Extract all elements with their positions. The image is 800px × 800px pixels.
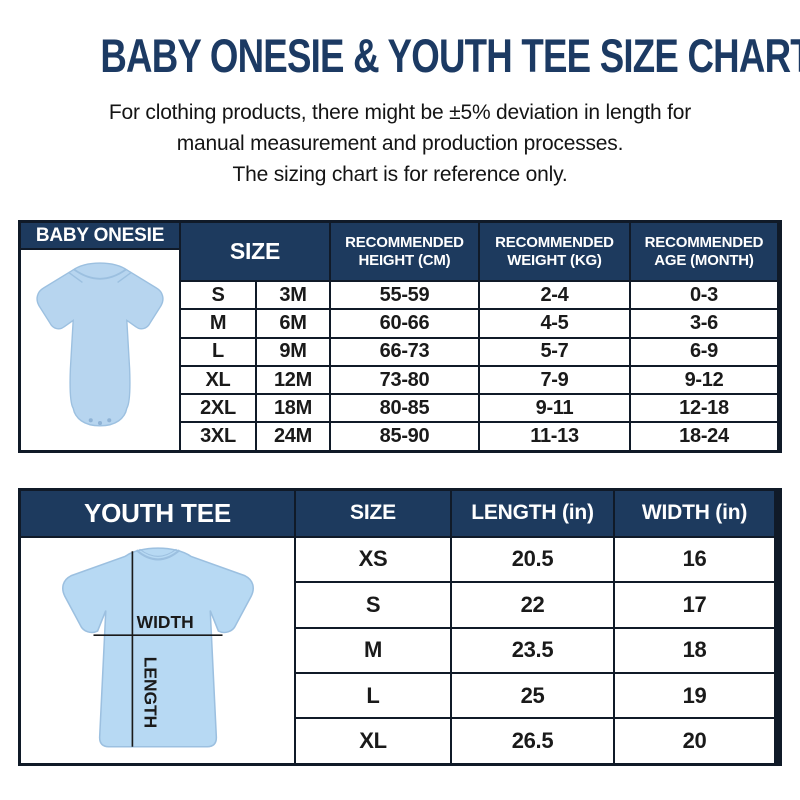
table-cell: 3-6 (631, 310, 777, 337)
table-cell: 18-24 (631, 423, 777, 450)
baby-onesie-illustration (36, 262, 164, 427)
table-cell: 18 (615, 628, 774, 672)
table-cell: 6-9 (631, 338, 777, 365)
table-cell: 2-4 (480, 282, 629, 309)
table-cell: 7-9 (480, 366, 629, 394)
table-cell: 9M (257, 338, 329, 365)
recommended-weight-header: RECOMMENDED WEIGHT (KG) (480, 223, 629, 280)
table-cell: 9-12 (631, 366, 777, 394)
table-cell: 85-90 (331, 423, 478, 450)
table-cell: 12M (257, 366, 329, 394)
table-cell: 4-5 (480, 310, 629, 337)
disclaimer-line: For clothing products, there might be ±5… (108, 101, 692, 124)
onesie-snap (97, 420, 103, 426)
onesie-body-shape (36, 262, 164, 427)
table-cell: L (296, 673, 450, 718)
youth-tee-image: WIDTH LENGTH (21, 537, 294, 763)
table-cell: M (296, 628, 450, 672)
width-measure-label: WIDTH (136, 612, 193, 632)
disclaimer-text: For clothing products, there might be ±5… (0, 97, 800, 190)
baby-table-product-label: BABY ONESIE (21, 223, 179, 248)
disclaimer-line: The sizing chart is for reference only. (232, 163, 568, 186)
table-cell: 3XL (181, 423, 255, 450)
baby-onesie-size-table: BABY ONESIE SIZE RECOMMENDED HEIGHT (CM)… (18, 220, 782, 453)
table-cell: 19 (615, 673, 774, 718)
table-cell: S (181, 282, 255, 309)
onesie-neckline (73, 268, 127, 280)
onesie-right-lap-shoulder (117, 271, 132, 283)
width-column-header: WIDTH (in) (615, 490, 774, 536)
disclaimer-line: manual measurement and production proces… (176, 132, 624, 155)
tee-collar-ribbing (138, 548, 177, 557)
table-cell: 12-18 (631, 395, 777, 422)
table-cell: 66-73 (331, 338, 478, 365)
tee-collar (135, 549, 180, 561)
tee-body-shape (61, 547, 254, 748)
length-column-header: LENGTH (in) (452, 490, 613, 536)
table-cell: M (181, 310, 255, 337)
table-cell: XL (296, 719, 450, 763)
table-cell: 9-11 (480, 395, 629, 422)
table-cell: 26.5 (452, 719, 613, 763)
recommended-age-header: RECOMMENDED AGE (MONTH) (631, 223, 777, 280)
onesie-snap (107, 418, 112, 423)
table-cell: 23.5 (452, 628, 613, 672)
table-cell: 22 (452, 583, 613, 627)
page-title: BABY ONESIE & YOUTH TEE SIZE CHART (100, 29, 800, 82)
size-column-header: SIZE (296, 490, 450, 536)
table-cell: 20 (615, 719, 774, 763)
table-cell: 73-80 (331, 366, 478, 394)
table-cell: XS (296, 537, 450, 582)
table-cell: 11-13 (480, 423, 629, 450)
table-cell: 17 (615, 583, 774, 627)
table-cell: S (296, 583, 450, 627)
youth-tee-size-table: YOUTH TEE WIDTH LENGTH SIZE LENGTH (in) … (18, 487, 782, 766)
table-cell: 0-3 (631, 282, 777, 309)
table-cell: 2XL (181, 395, 255, 422)
table-cell: 18M (257, 395, 329, 422)
table-cell: L (181, 338, 255, 365)
table-cell: 60-66 (331, 310, 478, 337)
table-cell: 5-7 (480, 338, 629, 365)
table-cell: 6M (257, 310, 329, 337)
table-cell: 24M (257, 423, 329, 450)
onesie-left-lap-shoulder (68, 271, 83, 283)
baby-size-column-header: SIZE (181, 223, 329, 280)
baby-onesie-image (21, 250, 179, 450)
table-cell: 16 (615, 537, 774, 582)
youth-table-product-label: YOUTH TEE (21, 490, 294, 536)
table-cell: 55-59 (331, 282, 478, 309)
youth-tee-illustration: WIDTH LENGTH (61, 547, 254, 748)
onesie-snap (88, 418, 93, 423)
table-cell: 25 (452, 673, 613, 718)
table-cell: 80-85 (331, 395, 478, 422)
recommended-height-header: RECOMMENDED HEIGHT (CM) (331, 223, 478, 280)
length-measure-label: LENGTH (140, 656, 160, 728)
table-cell: 20.5 (452, 537, 613, 582)
table-cell: 3M (257, 282, 329, 309)
table-cell: XL (181, 366, 255, 394)
